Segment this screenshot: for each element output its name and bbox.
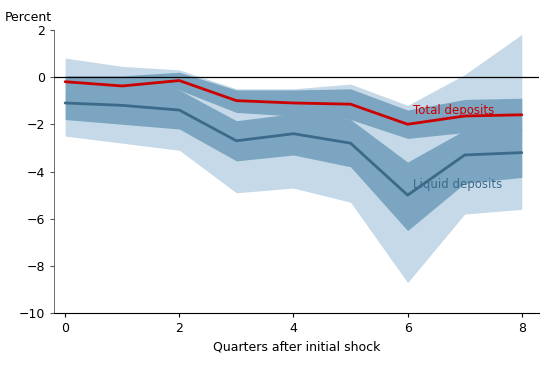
- Text: Percent: Percent: [5, 11, 52, 24]
- Text: Total deposits: Total deposits: [413, 104, 494, 116]
- X-axis label: Quarters after initial shock: Quarters after initial shock: [213, 341, 380, 354]
- Text: Liquid deposits: Liquid deposits: [413, 178, 503, 191]
